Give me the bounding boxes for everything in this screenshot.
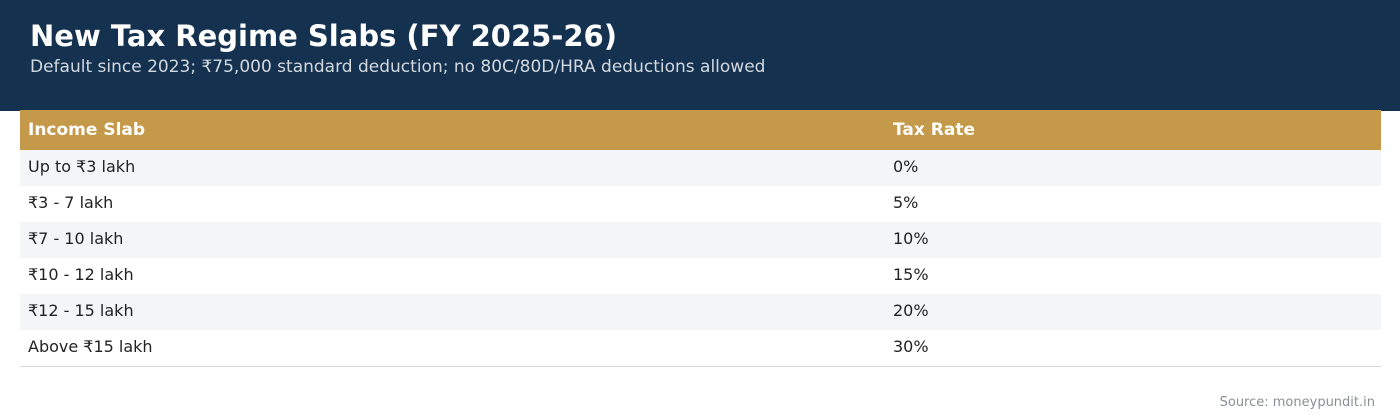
- page-title: New Tax Regime Slabs (FY 2025-26): [30, 19, 617, 53]
- income-slab-cell: ₹10 - 12 lakh: [28, 265, 134, 284]
- tax-rate-cell: 15%: [893, 265, 929, 284]
- tax-rate-cell: 0%: [893, 157, 919, 176]
- source-note: Source: moneypundit.in: [1219, 395, 1375, 410]
- tax-rate-cell: 30%: [893, 337, 929, 356]
- income-slab-cell: Up to ₹3 lakh: [28, 157, 136, 176]
- table-row: ₹7 - 10 lakh 10%: [20, 222, 1381, 258]
- tax-rate-cell: 10%: [893, 229, 929, 248]
- table-row: ₹10 - 12 lakh 15%: [20, 258, 1381, 294]
- table-row: Above ₹15 lakh 30%: [20, 330, 1381, 367]
- income-slab-cell: ₹3 - 7 lakh: [28, 193, 114, 212]
- table-row: ₹12 - 15 lakh 20%: [20, 294, 1381, 330]
- table-row: Up to ₹3 lakh 0%: [20, 150, 1381, 186]
- income-slab-cell: ₹12 - 15 lakh: [28, 301, 134, 320]
- tax-rate-cell: 5%: [893, 193, 919, 212]
- column-header-income-slab: Income Slab: [28, 120, 146, 140]
- income-slab-cell: Above ₹15 lakh: [28, 337, 153, 356]
- income-slab-cell: ₹7 - 10 lakh: [28, 229, 124, 248]
- page-header: New Tax Regime Slabs (FY 2025-26) Defaul…: [0, 0, 1400, 111]
- tax-slab-table: Income Slab Tax Rate Up to ₹3 lakh 0% ₹3…: [20, 110, 1381, 367]
- tax-rate-cell: 20%: [893, 301, 929, 320]
- table-header: Income Slab Tax Rate: [20, 110, 1381, 150]
- table-row: ₹3 - 7 lakh 5%: [20, 186, 1381, 222]
- column-header-tax-rate: Tax Rate: [893, 120, 975, 140]
- page-subtitle: Default since 2023; ₹75,000 standard ded…: [30, 57, 766, 77]
